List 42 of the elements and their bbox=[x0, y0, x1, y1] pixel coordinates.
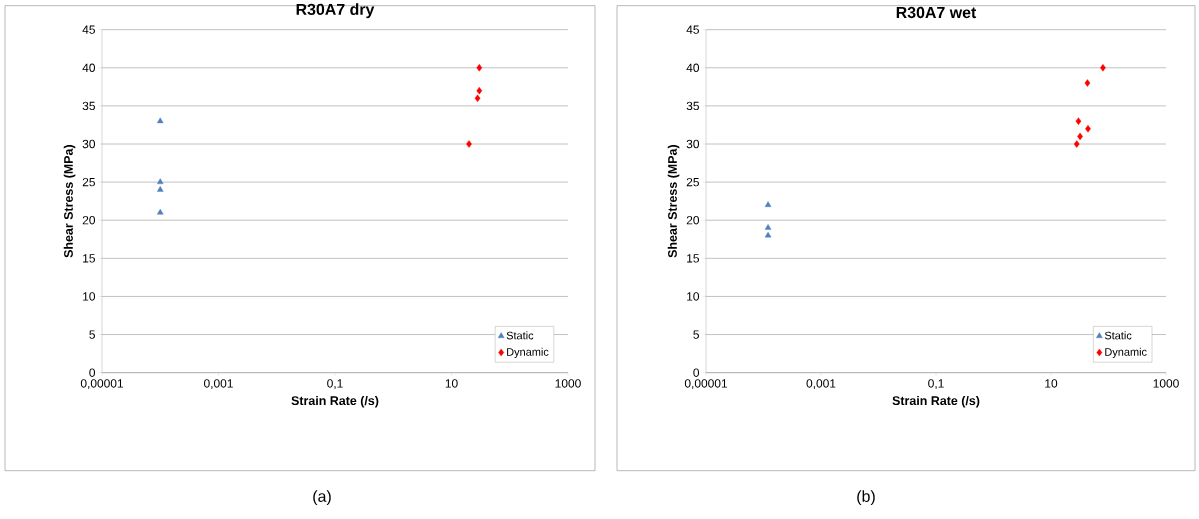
y-tick-label: 5 bbox=[693, 330, 699, 339]
y-tick-label: 15 bbox=[687, 254, 699, 263]
y-tick-label: 5 bbox=[89, 330, 95, 339]
y-axis-title: Shear Stress (MPa) bbox=[667, 145, 680, 258]
x-tick-label: 1000 bbox=[555, 379, 581, 388]
y-tick-label: 15 bbox=[83, 254, 95, 263]
y-tick-label: 0 bbox=[89, 368, 96, 378]
x-axis-title: Strain Rate (/s) bbox=[291, 396, 379, 408]
x-tick-label: 10 bbox=[1045, 379, 1058, 388]
text: (a) bbox=[313, 490, 331, 506]
y-tick-label: 35 bbox=[686, 101, 699, 111]
y-tick-label: 30 bbox=[82, 139, 96, 149]
y-tick-label: 20 bbox=[686, 216, 700, 225]
x-tick-label: 0,1 bbox=[327, 379, 343, 390]
x-tick-label: 10 bbox=[445, 379, 458, 388]
x-axis-title: Strain Rate (/s) bbox=[892, 396, 980, 408]
legend-label: Static bbox=[506, 331, 534, 340]
y-tick-label: 10 bbox=[83, 292, 96, 301]
y-tick-label: 45 bbox=[686, 25, 699, 34]
chart-title: R30A7 wet bbox=[896, 7, 977, 19]
x-tick-label: 1000 bbox=[1153, 379, 1179, 388]
x-tick-label: 0,00001 bbox=[80, 379, 124, 390]
y-tick-label: 25 bbox=[686, 178, 699, 187]
y-tick-label: 25 bbox=[82, 178, 95, 187]
chart-title: R30A7 dry bbox=[296, 3, 375, 19]
legend-label: Static bbox=[1104, 331, 1132, 340]
y-tick-label: 40 bbox=[82, 63, 96, 73]
y-tick-label: 45 bbox=[82, 25, 95, 34]
y-tick-label: 10 bbox=[687, 292, 700, 301]
y-tick-label: 0 bbox=[693, 368, 700, 378]
text: (b) bbox=[857, 490, 875, 506]
x-tick-label: 0,001 bbox=[204, 379, 233, 390]
x-tick-label: 0,1 bbox=[928, 379, 944, 390]
y-tick-label: 20 bbox=[82, 216, 96, 225]
y-tick-label: 35 bbox=[82, 101, 95, 111]
x-tick-label: 0,00001 bbox=[684, 379, 728, 390]
legend-label: Dynamic bbox=[507, 347, 549, 359]
y-tick-label: 30 bbox=[686, 139, 700, 149]
y-tick-label: 40 bbox=[686, 63, 700, 73]
y-axis-title: Shear Stress (MPa) bbox=[63, 145, 76, 258]
legend-label: Dynamic bbox=[1105, 347, 1147, 359]
x-tick-label: 0,001 bbox=[806, 379, 836, 390]
